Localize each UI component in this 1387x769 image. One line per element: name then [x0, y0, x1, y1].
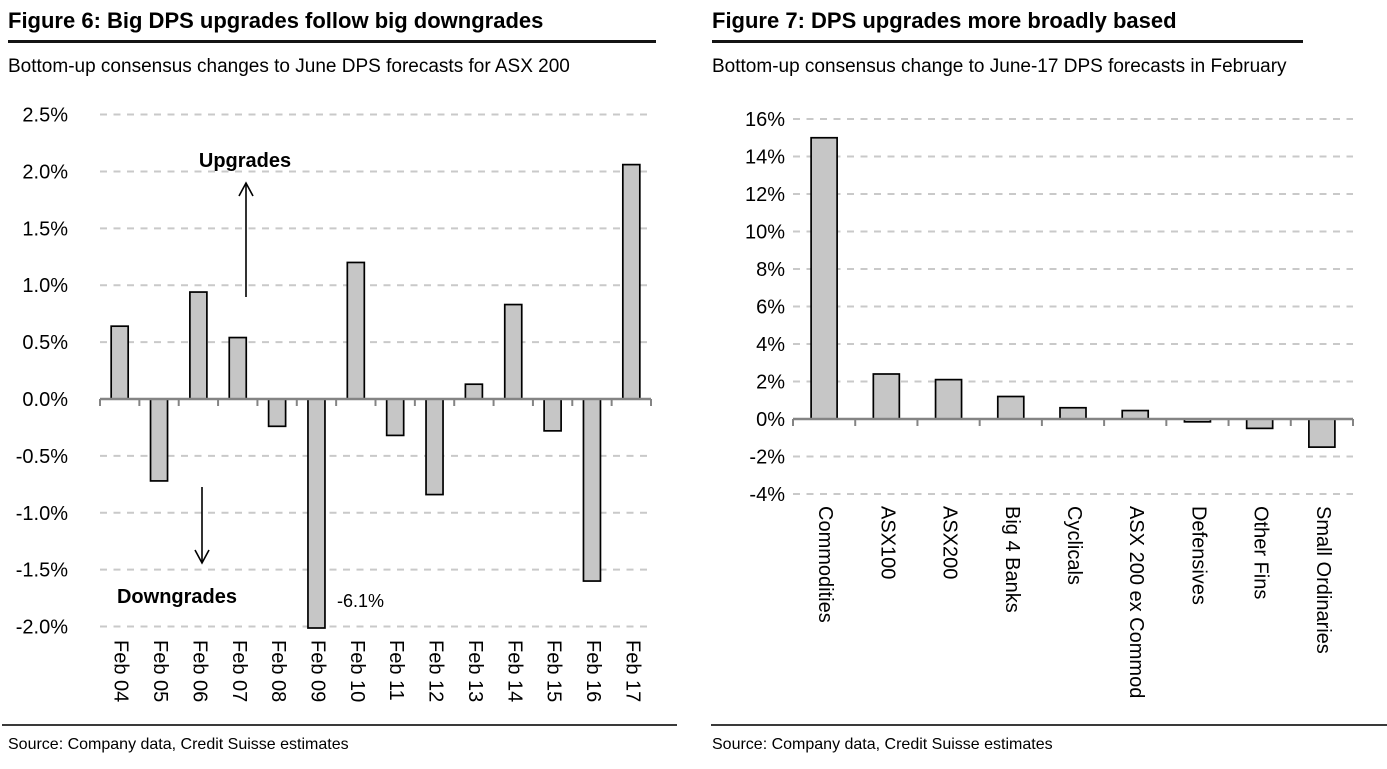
x-tick-label: Feb 04 [110, 640, 132, 702]
bar-feb-16 [582, 398, 602, 582]
x-tick-label: Big 4 Banks [1001, 506, 1023, 613]
figure6-bar-chart: 2.5% 2.0% 1.5% 1.0% 0.5% 0.0% -0.5% -1.0% -1.5% -… [16, 105, 652, 702]
bar-asx-200-ex-commod [1121, 409, 1150, 420]
x-tick-label: Defensives [1187, 506, 1209, 605]
x-tick-label: Small Ordinaries [1312, 506, 1334, 654]
x-axis [99, 397, 652, 406]
figure6-title: Figure 6: Big DPS upgrades follow big do… [8, 8, 656, 43]
y-tick-label: 0% [756, 409, 785, 431]
x-tick-label: Feb 12 [425, 640, 447, 702]
y-tick-label: 2.5% [22, 105, 68, 127]
x-tick-label: Cyclicals [1063, 506, 1085, 585]
x-tick-label: Feb 08 [267, 640, 289, 702]
y-tick-label: 16% [745, 109, 785, 131]
y-tick-label: 1.5% [22, 218, 68, 240]
annotations: Upgrades Downgrades -6.1% [117, 150, 384, 611]
x-tick-label: Commodities [814, 506, 836, 623]
bar-feb-08 [267, 398, 287, 428]
x-tick-label: Feb 17 [621, 640, 643, 702]
bar-other-fins [1245, 418, 1274, 430]
y-tick-label: 12% [745, 184, 785, 206]
y-tick-label: -4% [749, 484, 785, 506]
y-tick-label: 0.5% [22, 332, 68, 354]
bar-feb-09 [307, 398, 326, 629]
x-tick-label: Feb 09 [306, 640, 328, 702]
y-tick-label: -0.5% [16, 446, 68, 468]
y-tick-label: 14% [745, 147, 785, 169]
figure6-source-rule [2, 724, 677, 726]
y-axis-labels: 16% 14% 12% 10% 8% 6% 4% 2% 0% -2% -4% [745, 109, 785, 506]
x-tick-label: Other Fins [1250, 506, 1272, 599]
annotation-upgrades: Upgrades [199, 150, 291, 172]
x-tick-label: Feb 16 [582, 640, 604, 702]
annotation-downgrades: Downgrades [117, 586, 237, 608]
arrowhead-icon [194, 549, 210, 565]
x-tick-label: Feb 13 [464, 640, 486, 702]
bars [110, 163, 641, 629]
y-tick-label: 10% [745, 222, 785, 244]
x-axis-labels: Feb 04 Feb 05 Feb 06 Feb 07 Feb 08 Feb 09 Feb … [110, 640, 644, 702]
x-tick-label: ASX 200 ex Commod [1125, 506, 1147, 698]
x-axis-labels: Commodities ASX100 ASX200 Big 4 Banks Cyclic… [814, 506, 1334, 698]
bar-feb-05 [149, 398, 169, 482]
y-tick-label: -2% [749, 447, 785, 469]
figure7-subtitle: Bottom-up consensus change to June-17 DP… [712, 56, 1287, 77]
bar-feb-14 [503, 303, 523, 400]
figure7-source-rule [711, 724, 1387, 726]
figure7-panel: Figure 7: DPS upgrades more broadly base… [693, 0, 1387, 769]
bar-small-ordinaries [1308, 418, 1336, 448]
x-tick-label: Feb 10 [346, 640, 368, 702]
y-tick-label: 8% [756, 259, 785, 281]
x-tick-label: ASX100 [876, 506, 898, 579]
gridlines [100, 113, 651, 628]
x-tick-label: Feb 05 [149, 640, 171, 702]
bar-feb-07 [228, 336, 248, 400]
x-tick-label: Feb 06 [188, 640, 210, 702]
bar-feb-17 [621, 163, 641, 400]
x-tick-label: Feb 15 [543, 640, 565, 702]
x-tick-label: Feb 07 [228, 640, 250, 702]
bar-feb-15 [543, 398, 562, 432]
bar-feb-10 [346, 261, 366, 400]
y-tick-label: -2.0% [16, 617, 68, 639]
bar-big-4-banks [996, 395, 1025, 420]
figure6-panel: Figure 6: Big DPS upgrades follow big do… [0, 0, 677, 769]
bar-asx200 [934, 378, 963, 420]
figure7-bar-chart: 16% 14% 12% 10% 8% 6% 4% 2% 0% -2% -4% Commodities A… [745, 109, 1354, 698]
y-tick-label: -1.0% [16, 503, 68, 525]
y-tick-label: -1.5% [16, 560, 68, 582]
bar-feb-11 [385, 398, 405, 437]
bar-commodities [810, 136, 838, 420]
bar-asx100 [872, 373, 901, 420]
figure7-title: Figure 7: DPS upgrades more broadly base… [712, 8, 1303, 43]
annotation-feb09-value: -6.1% [337, 591, 384, 611]
x-tick-label: Feb 14 [503, 640, 525, 702]
x-tick-label: ASX200 [939, 506, 961, 579]
bar-cyclicals [1059, 406, 1087, 420]
y-tick-label: 6% [756, 297, 785, 319]
y-tick-label: 1.0% [22, 275, 68, 297]
figure6-source: Source: Company data, Credit Suisse esti… [8, 736, 349, 753]
x-tick-label: Feb 11 [385, 640, 407, 701]
gridlines [793, 118, 1353, 495]
figure6-subtitle: Bottom-up consensus changes to June DPS … [8, 56, 570, 77]
bar-feb-06 [189, 291, 208, 400]
figure7-source: Source: Company data, Credit Suisse esti… [712, 736, 1053, 753]
bars [810, 136, 1336, 448]
bar-feb-04 [110, 325, 130, 400]
y-tick-label: 4% [756, 334, 785, 356]
y-tick-label: 2.0% [22, 161, 68, 183]
y-axis-labels: 2.5% 2.0% 1.5% 1.0% 0.5% 0.0% -0.5% -1.0% -1.5% -… [16, 105, 68, 639]
y-tick-label: 2% [756, 372, 785, 394]
annotation-arrows [194, 181, 254, 565]
y-tick-label: 0.0% [22, 389, 68, 411]
arrowhead-icon [238, 181, 254, 197]
bar-feb-13 [464, 383, 484, 400]
bar-feb-12 [425, 398, 444, 496]
x-axis [792, 417, 1354, 426]
